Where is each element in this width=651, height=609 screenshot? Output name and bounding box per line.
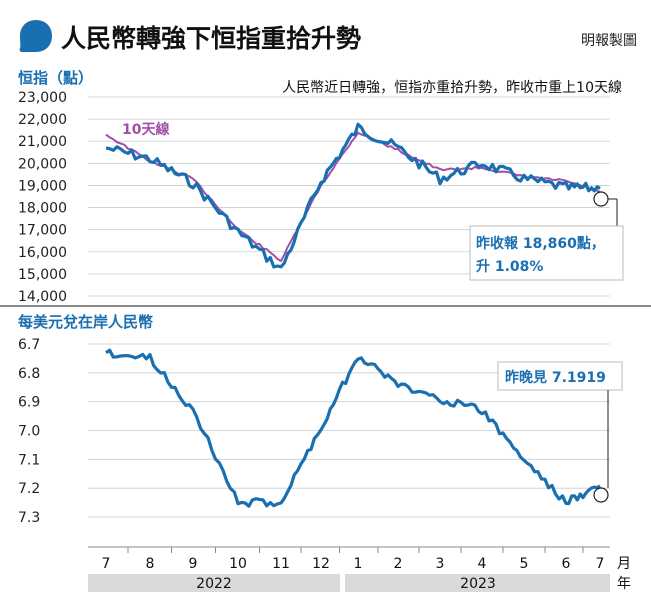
month-label: 1 [354,556,363,572]
cny-end-marker [593,487,609,503]
y-tick-label: 7.0 [18,424,40,440]
y-tick-label: 6.8 [18,366,40,382]
y-tick-label: 17,000 [18,223,67,239]
y-tick-label: 7.3 [18,510,40,526]
y-tick-label: 14,000 [18,289,67,305]
hsi-end-marker [593,191,609,207]
cny-annotation-box [497,361,623,391]
hsi-annotation-line2: 升 1.08% [476,258,543,275]
y-tick-label: 6.9 [18,395,40,411]
year-label-2022: 2022 [196,576,232,592]
y-tick-label: 16,000 [18,245,67,261]
month-label: 12 [312,556,330,572]
cny-axis-title: 每美元兌在岸人民幣 [18,313,153,331]
month-label: 5 [520,556,529,572]
speech-bubble-icon [19,20,52,52]
y-tick-label: 7.1 [18,452,40,468]
year-band-2022 [88,574,340,592]
cny-annotation-text: 昨晚見 7.1919 [505,369,606,386]
y-tick-label: 15,000 [18,267,67,283]
y-tick-label: 7.2 [18,481,40,497]
y-tick-label: 19,000 [18,178,67,194]
month-label: 6 [562,556,571,572]
cny-y-ticks: 6.7 6.8 6.9 7.0 7.1 7.2 7.3 [18,337,40,526]
hsi-y-ticks: 23,000 22,000 21,000 20,000 19,000 18,000 17,0… [18,90,67,305]
month-label: 11 [272,556,290,572]
header: 人民幣轉強下恒指重拾升勢 明報製圖 [19,20,637,53]
month-label: 7 [596,556,605,572]
month-label: 2 [394,556,403,572]
year-label-2023: 2023 [460,576,496,592]
hsi-annotation-box [469,225,624,281]
month-label: 3 [436,556,445,572]
hsi-gridlines [88,96,610,297]
y-tick-label: 18,000 [18,201,67,217]
x-axis: 7 8 9 10 11 12 1 2 3 4 5 6 7 月 2022 2023 年 [88,546,631,592]
y-tick-label: 20,000 [18,156,67,172]
month-label: 7 [102,556,111,572]
cny-panel: 每美元兌在岸人民幣 6.7 6.8 6.9 7.0 7.1 7.2 7.3 昨晚見 7.19… [18,313,623,526]
hsi-subtitle: 人民幣近日轉強，恒指亦重拾升勢，昨收市重上10天線 [282,79,622,96]
y-tick-label: 21,000 [18,134,67,150]
hsi-annotation-line1: 昨收報 18,860點， [476,235,605,252]
hsi-line [105,122,601,269]
hsi-panel: 恒指（點） 人民幣近日轉強，恒指亦重拾升勢，昨收市重上10天線 23,000 22… [18,69,624,305]
month-tick-marks [127,547,584,553]
month-labels: 7 8 9 10 11 12 1 2 3 4 5 6 7 [102,556,605,572]
month-unit-label: 月 [617,556,631,572]
chart-title: 人民幣轉強下恒指重拾升勢 [61,24,361,53]
month-label: 8 [146,556,155,572]
credit-label: 明報製圖 [581,33,637,49]
year-unit-label: 年 [617,576,631,592]
cny-line [105,348,601,508]
month-label: 10 [229,556,247,572]
month-label: 4 [478,556,487,572]
ma-legend-label: 10天線 [122,121,169,138]
month-label: 9 [189,556,198,572]
y-tick-label: 22,000 [18,112,67,128]
year-band-2023 [345,574,610,592]
y-tick-label: 23,000 [18,90,67,106]
y-tick-label: 6.7 [18,337,40,353]
hsi-axis-title: 恒指（點） [18,69,93,87]
